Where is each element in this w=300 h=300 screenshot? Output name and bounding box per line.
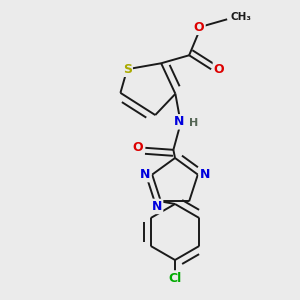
Text: H: H bbox=[189, 118, 199, 128]
Text: O: O bbox=[194, 21, 205, 34]
Text: O: O bbox=[132, 141, 143, 154]
Text: S: S bbox=[123, 63, 132, 76]
Text: CH₃: CH₃ bbox=[230, 12, 251, 22]
Text: N: N bbox=[174, 115, 184, 128]
Text: N: N bbox=[140, 168, 150, 181]
Text: O: O bbox=[214, 63, 224, 76]
Text: Cl: Cl bbox=[168, 272, 182, 284]
Text: N: N bbox=[200, 168, 210, 181]
Text: N: N bbox=[152, 200, 162, 213]
